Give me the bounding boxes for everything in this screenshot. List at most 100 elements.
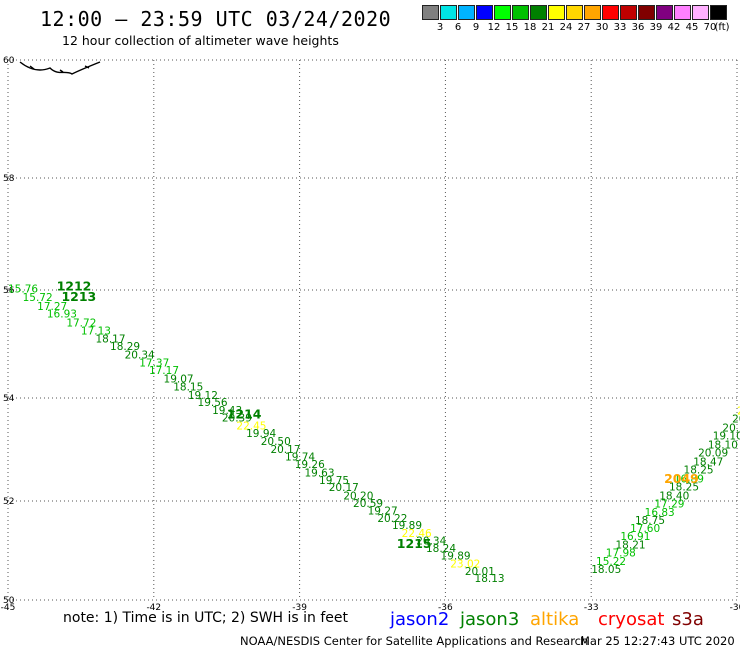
wave-height-value: 16.91: [620, 531, 650, 543]
wave-height-value: 20.22: [377, 513, 407, 525]
timestamp-text: Mar 25 12:27:43 UTC 2020: [580, 634, 735, 648]
lon-tick-label: -42: [146, 603, 161, 613]
wave-height-value: 20.34: [125, 350, 155, 362]
scale-label: 6: [454, 22, 462, 33]
scale-label: 27: [577, 22, 591, 33]
wave-height-value: 18.15: [173, 381, 203, 393]
lat-tick-label: 60: [3, 56, 15, 66]
wave-height-value: 20.09: [698, 448, 728, 460]
wave-height-value: 18.05: [591, 564, 621, 576]
scale-label: 15: [505, 22, 519, 33]
wave-height-value: 17.29: [654, 498, 684, 510]
scale-swatch: [656, 5, 673, 20]
wave-height-value: 19.10: [713, 431, 740, 443]
credit-text: NOAA/NESDIS Center for Satellite Applica…: [240, 634, 589, 648]
wave-height-value: 22.45: [236, 420, 266, 432]
scale-swatch: [476, 5, 493, 20]
scale-label: 21: [541, 22, 555, 33]
scale-label: 70: [703, 22, 717, 33]
scale-swatch: [674, 5, 691, 20]
scale-swatch: [710, 5, 727, 20]
wave-height-value: 15.76: [8, 284, 38, 296]
wave-height-value: 20.01: [465, 566, 495, 578]
track-time-label: 1212: [57, 279, 92, 294]
map-title: 12:00 – 23:59 UTC 03/24/2020: [40, 7, 392, 31]
satellite-legend-item: altika: [530, 609, 580, 630]
wave-height-value: 19.63: [304, 467, 334, 479]
lat-tick-label: 58: [3, 174, 15, 184]
wave-height-value: 17.72: [66, 318, 96, 330]
wave-height-value: 19.94: [246, 428, 276, 440]
scale-swatch: [512, 5, 529, 20]
scale-label: 45: [685, 22, 699, 33]
lat-tick-label: 54: [3, 394, 15, 404]
satellite-legend-item: cryosat: [598, 609, 665, 630]
wave-height-value: 16.83: [645, 507, 675, 519]
scale-swatch: [692, 5, 709, 20]
wave-height-value: 19.56: [198, 397, 228, 409]
lat-tick-label: 52: [3, 497, 14, 507]
wave-height-value: 18.25: [669, 482, 699, 494]
scale-unit: (ft): [714, 22, 730, 33]
track-time-label: 1213: [61, 289, 96, 304]
scale-label: 36: [631, 22, 645, 33]
scale-label: 18: [523, 22, 537, 33]
lon-tick-label: -30: [730, 603, 740, 613]
scale-label: 12: [487, 22, 501, 33]
wave-height-value: 15.22: [596, 556, 626, 568]
scale-label: 30: [595, 22, 609, 33]
scale-swatch: [602, 5, 619, 20]
lon-tick-label: -39: [292, 603, 307, 613]
wave-height-value: 19.12: [188, 390, 218, 402]
wave-height-value: 17.37: [139, 358, 169, 370]
lat-lon-grid: [7, 59, 738, 601]
satellite-legend-item: jason2: [390, 609, 450, 630]
wave-height-value: 18.24: [426, 543, 456, 555]
wave-height-value: 17.98: [606, 547, 636, 559]
legend-note: note: 1) Time is in UTC; 2) SWH is in fe…: [63, 610, 349, 626]
lat-tick-label: 50: [3, 596, 15, 606]
map-subtitle: 12 hour collection of altimeter wave hei…: [62, 33, 339, 48]
satellite-legend-item: jason3: [460, 609, 520, 630]
wave-height-value: 19.89: [392, 520, 422, 532]
wave-height-value: 19.75: [319, 475, 349, 487]
wave-height-value: 18.47: [693, 456, 723, 468]
wave-height-value: 15.72: [23, 292, 53, 304]
scale-swatch: [530, 5, 547, 20]
scale-swatch: [494, 5, 511, 20]
coastline-greenland: [19, 61, 101, 75]
wave-height-value: 19.26: [295, 459, 325, 471]
scale-label: 24: [559, 22, 573, 33]
lat-tick-label: 56: [3, 286, 15, 296]
scale-swatch: [566, 5, 583, 20]
wave-height-value: 18.13: [475, 573, 505, 585]
lon-tick-label: -45: [1, 603, 16, 613]
scale-swatch: [422, 5, 439, 20]
scale-swatch: [458, 5, 475, 20]
scale-swatch: [620, 5, 637, 20]
scale-label: 42: [667, 22, 681, 33]
wave-height-value: 20.39: [222, 413, 252, 425]
wave-height-value: 19.27: [368, 505, 398, 517]
wave-height-value: 17.27: [37, 301, 67, 313]
wave-height-value: 20.50: [261, 436, 291, 448]
wave-height-value: 18.29: [110, 341, 140, 353]
legend: note: 1) Time is in UTC; 2) SWH is in fe…: [63, 610, 348, 626]
wave-height-value: 20.34: [416, 536, 446, 548]
scale-label: 9: [472, 22, 480, 33]
wave-height-value: 17.17: [149, 365, 179, 377]
coastline-path: [19, 61, 101, 75]
wave-height-value: 17.60: [630, 523, 660, 535]
wave-height-value: 22.46: [402, 528, 432, 540]
wave-height-value: 21.95: [737, 405, 740, 417]
wave-height-value: 20.57: [732, 414, 740, 426]
altimeter-tracks: 15.7615.7217.2716.9317.7217.1318.1718.29…: [8, 279, 740, 586]
scale-label: 39: [649, 22, 663, 33]
wave-height-value: 16.93: [47, 309, 77, 321]
track-time-label: 2049: [664, 471, 699, 486]
wave-height-value: 18.25: [684, 465, 714, 477]
scale-swatch: [548, 5, 565, 20]
scale-swatch: [584, 5, 601, 20]
wave-height-value: 23.02: [450, 558, 480, 570]
